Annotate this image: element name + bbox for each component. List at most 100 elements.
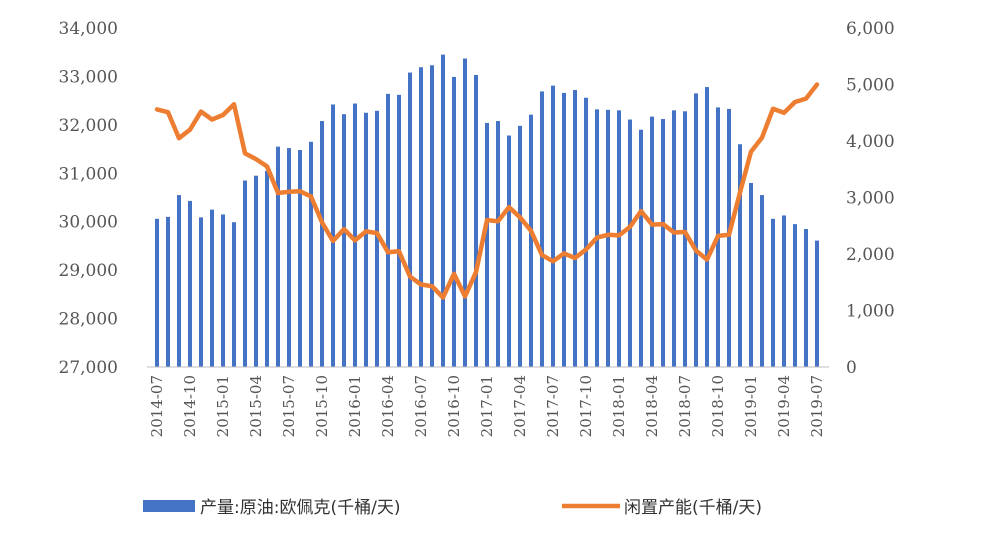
left-axis-tick-label: 28,000 xyxy=(59,310,118,330)
bar xyxy=(573,89,577,367)
bar xyxy=(529,114,533,368)
right-axis-tick-label: 0 xyxy=(846,358,857,378)
bar xyxy=(727,108,731,367)
bar xyxy=(298,150,302,367)
bar xyxy=(606,109,610,367)
bar xyxy=(375,110,379,367)
bar xyxy=(617,110,621,367)
x-axis-ticks: 2014-07 2014-10 2015-01 2015-04 2015-07 2015-… xyxy=(148,375,826,437)
bar xyxy=(705,87,709,367)
bar-series-opec-production xyxy=(155,54,819,368)
bar xyxy=(397,94,401,368)
legend: 产量:原油:欧佩克(千桶/天) 闲置产能(千桶/天) xyxy=(143,498,762,518)
x-axis-tick-label: 2018-07 xyxy=(676,375,694,437)
x-axis-tick-label: 2017-04 xyxy=(511,375,529,437)
bar xyxy=(760,195,764,367)
right-axis-tick-label: 6,000 xyxy=(846,19,895,39)
bar xyxy=(265,170,269,367)
x-axis-tick-label: 2015-04 xyxy=(247,375,265,437)
bar xyxy=(353,103,357,367)
bar xyxy=(210,209,214,367)
bar xyxy=(551,85,555,367)
x-axis-tick-label: 2016-01 xyxy=(346,375,364,437)
bar xyxy=(518,125,522,367)
bar xyxy=(430,65,434,367)
bar xyxy=(221,214,225,367)
bar xyxy=(628,119,632,367)
bar xyxy=(771,218,775,367)
x-axis-tick-label: 2016-10 xyxy=(445,375,463,437)
bar xyxy=(254,175,258,367)
bar xyxy=(320,120,324,368)
bar xyxy=(672,110,676,367)
left-axis-ticks: 27,000 28,000 29,000 30,000 31,000 32,000 33,0… xyxy=(59,19,118,378)
bar xyxy=(683,111,687,367)
bar xyxy=(309,141,313,367)
bar xyxy=(364,112,368,367)
bar xyxy=(749,182,753,367)
left-axis-tick-label: 31,000 xyxy=(59,164,118,184)
bar xyxy=(463,58,467,367)
left-axis-tick-label: 29,000 xyxy=(59,261,118,281)
bar xyxy=(540,91,544,367)
left-axis-tick-label: 33,000 xyxy=(59,67,118,87)
x-axis-tick-label: 2019-01 xyxy=(742,375,760,437)
legend-bar-label: 产量:原油:欧佩克(千桶/天) xyxy=(200,498,400,518)
bar xyxy=(232,222,236,367)
right-axis-tick-label: 1,000 xyxy=(846,302,895,322)
bar xyxy=(650,116,654,367)
bar xyxy=(485,122,489,367)
left-axis-tick-label: 32,000 xyxy=(59,116,118,136)
bar xyxy=(507,135,511,367)
x-axis-tick-label: 2017-01 xyxy=(478,375,496,437)
left-axis-tick-label: 27,000 xyxy=(59,358,118,378)
bar xyxy=(452,76,456,368)
bar xyxy=(815,240,819,367)
bar xyxy=(584,97,588,367)
x-axis-tick-label: 2019-07 xyxy=(808,375,826,437)
bar xyxy=(793,224,797,367)
bar xyxy=(331,104,335,367)
bar xyxy=(177,195,181,367)
bar xyxy=(419,67,423,367)
x-axis-tick-label: 2014-07 xyxy=(148,375,166,437)
bar xyxy=(441,54,445,368)
x-axis-tick-label: 2018-04 xyxy=(643,375,661,437)
bar xyxy=(804,228,808,367)
bar xyxy=(276,146,280,367)
x-axis-tick-label: 2018-10 xyxy=(709,375,727,437)
x-axis-tick-label: 2019-04 xyxy=(775,375,793,437)
line-series-spare-capacity xyxy=(154,82,820,300)
bar xyxy=(243,180,247,367)
bar xyxy=(155,218,159,367)
x-axis-tick-label: 2015-10 xyxy=(313,375,331,437)
bar xyxy=(738,144,742,367)
legend-bar-swatch xyxy=(143,500,195,512)
legend-line-label: 闲置产能(千桶/天) xyxy=(624,498,762,518)
bar xyxy=(342,114,346,368)
x-axis-tick-label: 2017-07 xyxy=(544,375,562,437)
right-axis-ticks: 0 1,000 2,000 3,000 4,000 5,000 6,000 xyxy=(846,19,895,378)
x-axis-tick-label: 2014-10 xyxy=(181,375,199,437)
bar xyxy=(782,215,786,367)
right-axis-tick-label: 3,000 xyxy=(846,189,895,209)
left-axis-tick-label: 30,000 xyxy=(59,213,118,233)
x-axis-tick-label: 2016-07 xyxy=(412,375,430,437)
bar xyxy=(166,216,170,367)
bar xyxy=(694,93,698,367)
x-axis-tick-label: 2015-07 xyxy=(280,375,298,437)
bar xyxy=(199,217,203,367)
x-axis-tick-label: 2015-01 xyxy=(214,375,232,437)
bar xyxy=(474,74,478,368)
right-axis-tick-label: 4,000 xyxy=(846,132,895,152)
bar xyxy=(408,72,412,367)
x-axis-tick-label: 2018-01 xyxy=(610,375,628,437)
left-axis-tick-label: 34,000 xyxy=(59,19,118,39)
bar xyxy=(188,200,192,367)
bar xyxy=(287,148,291,367)
right-axis-tick-label: 2,000 xyxy=(846,245,895,265)
right-axis-tick-label: 5,000 xyxy=(846,76,895,96)
x-axis-tick-label: 2017-10 xyxy=(577,375,595,437)
bar xyxy=(639,129,643,367)
